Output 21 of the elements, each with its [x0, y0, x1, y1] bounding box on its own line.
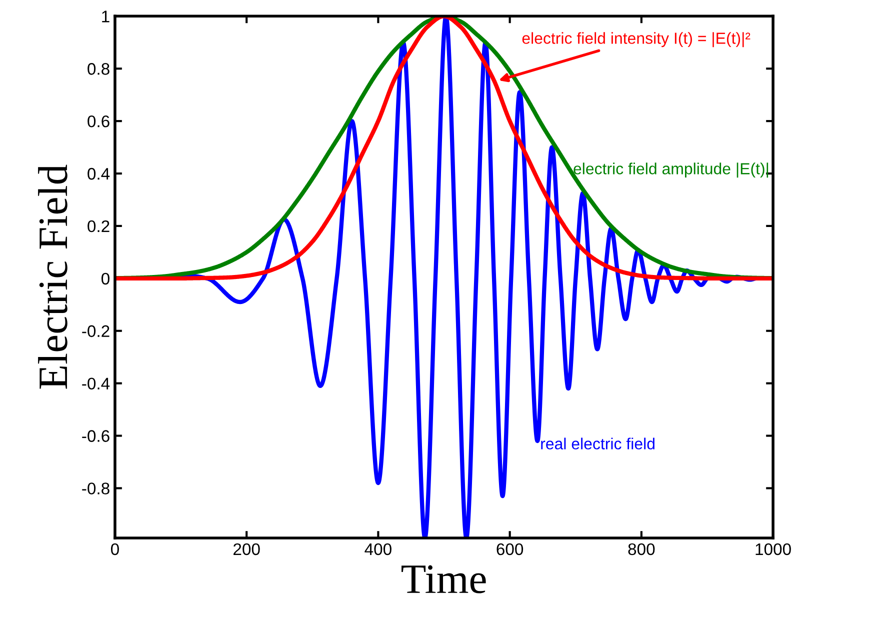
y-tick-label: -0.6: [82, 430, 110, 442]
annotation: electric field amplitude |E(t)|: [574, 162, 768, 178]
annotation: electric field intensity I(t) = |E(t)|²: [522, 32, 750, 48]
y-tick-label: 0.4: [88, 168, 110, 180]
y-tick-label: -0.2: [82, 325, 110, 338]
y-tick-label: -0.4: [82, 378, 110, 390]
x-tick-label: 1000: [756, 543, 791, 556]
x-tick-label: 0: [110, 543, 119, 556]
y-tick-label: -0.8: [82, 482, 110, 494]
x-tick-label: 800: [628, 543, 655, 556]
x-tick-label: 200: [234, 543, 260, 556]
y-tick-label: 0: [101, 272, 110, 285]
y-tick-label: 1: [102, 10, 110, 22]
x-tick-label: 400: [364, 543, 392, 556]
y-axis-title: Electric Field: [38, 164, 68, 389]
x-tick-label: 600: [496, 543, 524, 556]
annotation: real electric field: [541, 438, 654, 450]
x-axis-title: Time: [402, 565, 486, 594]
y-tick-label: 0.2: [88, 220, 110, 232]
y-tick-label: 0.6: [88, 115, 110, 128]
y-tick-label: 0.8: [88, 63, 110, 75]
